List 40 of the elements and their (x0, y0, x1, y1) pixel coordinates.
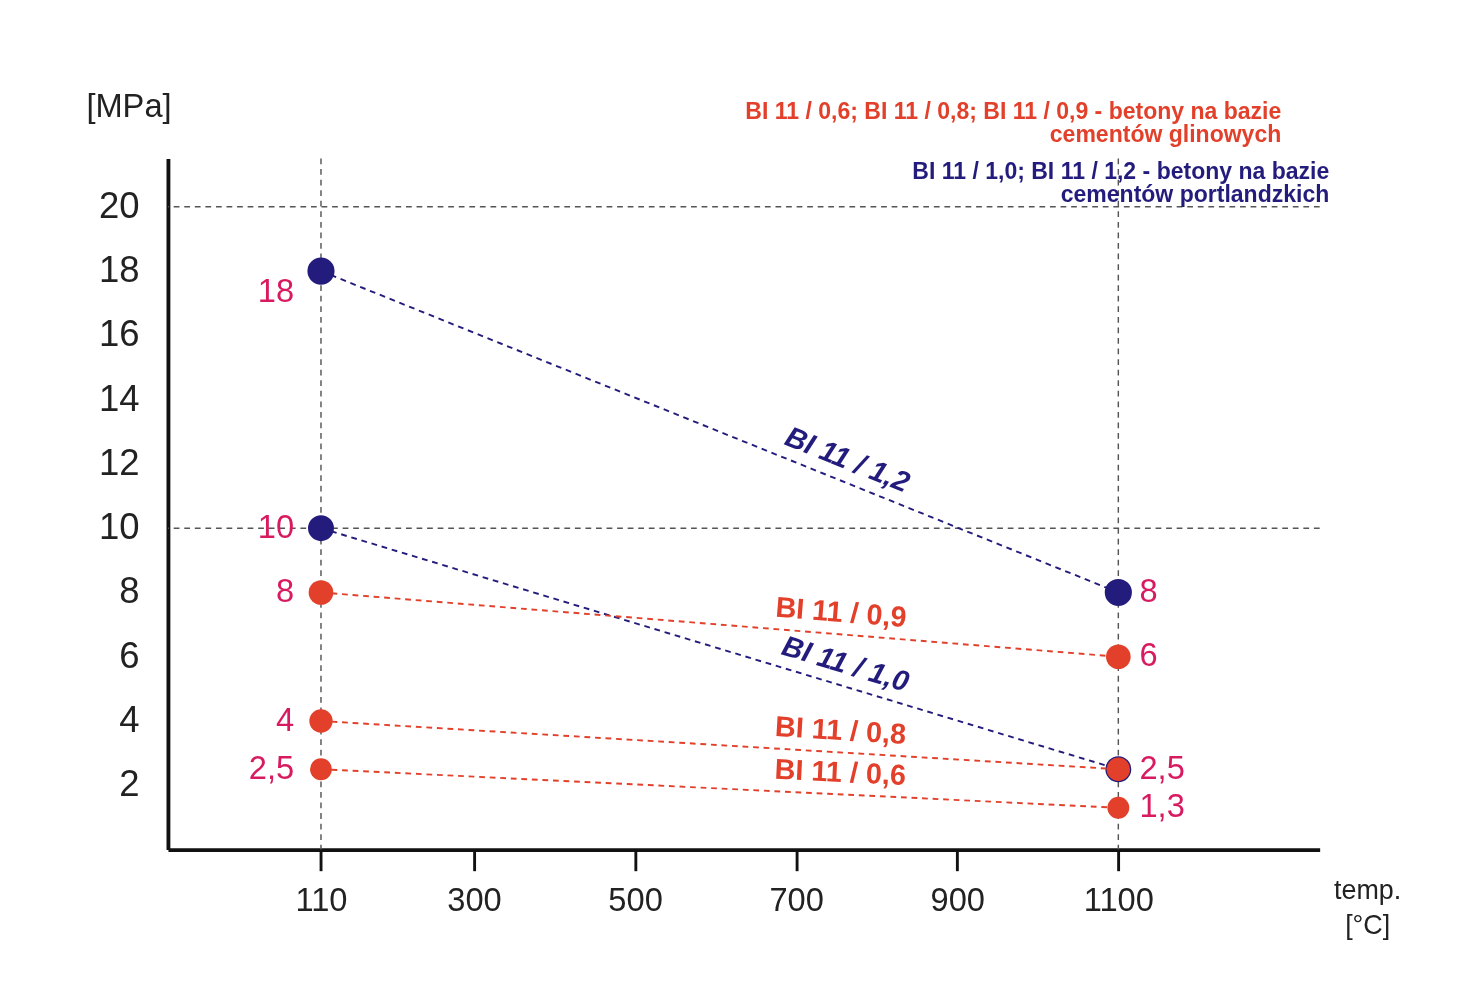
point (1107, 796, 1130, 819)
y-tick-label: 14 (99, 377, 140, 419)
point (1106, 644, 1131, 670)
data-label: 2,5 (1139, 748, 1185, 786)
data-label: 8 (275, 572, 295, 610)
point (310, 758, 332, 781)
data-label: 6 (1139, 636, 1158, 674)
series-label: BI 11 / 0,8 (774, 710, 908, 750)
y-tick-label: 2 (119, 763, 140, 805)
x-tick-label: 300 (447, 880, 502, 918)
x-axis-title: temp. [°C] (1334, 875, 1402, 941)
x-tick-label: 110 (295, 880, 348, 918)
annotation: BI 11 / 1,0; BI 11 / 1,2 - betony na bazie cementów portlandzkich (912, 157, 1330, 207)
text: BI 11 / 0,6; BI 11 / 0,8; BI 11 / 0,9 - betony na bazie cementów glinowych (745, 98, 1282, 148)
data-label: 2,5 (248, 748, 295, 786)
y-tick-label: 8 (119, 570, 140, 612)
data-label: 18 (257, 271, 295, 309)
y-tick-label: 16 (99, 313, 140, 355)
point (308, 515, 334, 542)
y-tick-label: 20 (99, 184, 140, 226)
data-label: 8 (1139, 572, 1158, 610)
data-label: 4 (275, 700, 295, 738)
y-axis-title: [MPa] (86, 87, 172, 125)
data-label: 1,3 (1139, 787, 1185, 825)
point (307, 257, 335, 285)
y-tick-label: 4 (119, 699, 140, 741)
y-tick-label: 12 (99, 441, 140, 483)
y-tick-label: 18 (99, 249, 140, 291)
text: BI 11 / 1,2 (781, 419, 915, 499)
x-tick-label: 700 (769, 880, 824, 918)
point (308, 580, 334, 605)
series-label: BI 11 / 0,6 (774, 752, 907, 792)
point (1104, 578, 1132, 607)
y-tick-label: 10 (99, 506, 140, 548)
point (309, 709, 333, 733)
x-tick-label: 500 (608, 880, 663, 918)
x-tick-label: 1100 (1083, 880, 1154, 918)
x-tick-label: 900 (930, 880, 985, 918)
data-label: 10 (257, 507, 295, 545)
y-tick-label: 6 (119, 634, 140, 676)
